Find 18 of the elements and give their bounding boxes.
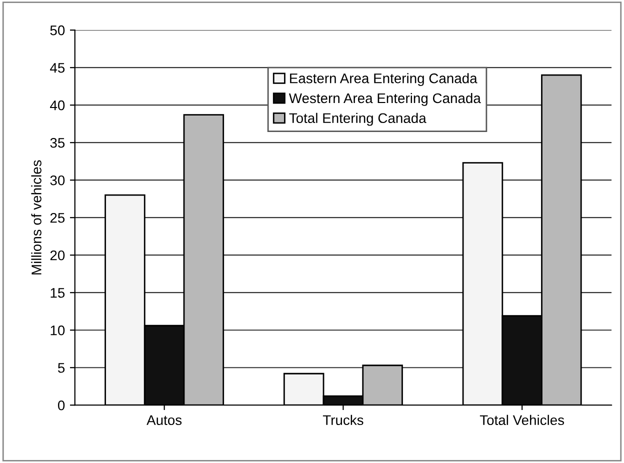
x-tick-label: Autos	[146, 415, 182, 426]
y-tick-label: 30	[50, 175, 65, 186]
y-tick-label: 10	[50, 325, 65, 336]
y-tick-label: 15	[50, 288, 65, 298]
legend-label: Western Area Entering Canada	[288, 92, 481, 106]
x-tick-label: Total Vehicles	[480, 414, 564, 426]
y-tick-label: 5	[58, 363, 65, 373]
y-tick-label: 0	[58, 400, 65, 410]
y-tick-label: 45	[50, 63, 65, 73]
y-tick-label: 40	[50, 100, 65, 110]
y-axis-title: Millions of vehicles	[31, 160, 42, 274]
y-tick-label: 25	[50, 212, 65, 223]
legend-label: Total Entering Canada	[289, 112, 426, 126]
legend-label: Eastern Area Entering Canada	[290, 73, 478, 86]
x-tick-label: Trucks	[322, 414, 364, 426]
y-tick-label: 20	[50, 250, 65, 260]
y-tick-label: 50	[50, 25, 65, 36]
y-tick-label: 35	[50, 138, 65, 148]
